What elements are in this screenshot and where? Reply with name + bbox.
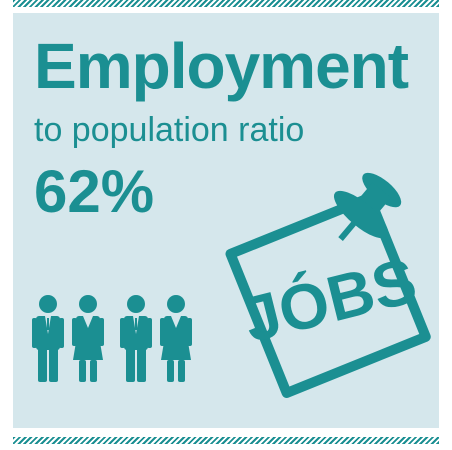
headline-subtitle: to population ratio [34,111,305,149]
top-stripe-divider [13,0,439,7]
note-icon [225,192,431,398]
woman-figure-icon [72,295,104,382]
people-icon [30,294,200,384]
man-figure-icon [120,295,152,382]
woman-figure-icon [160,295,192,382]
headline-value: 62% [34,158,155,225]
jobs-note-icon: JÓBS [225,170,435,400]
jobs-sign-text: JÓBS [237,244,424,356]
headline-title: Employment [34,30,409,102]
bottom-stripe-divider [13,437,439,444]
pushpin-icon [333,172,402,242]
man-figure-icon [32,295,64,382]
